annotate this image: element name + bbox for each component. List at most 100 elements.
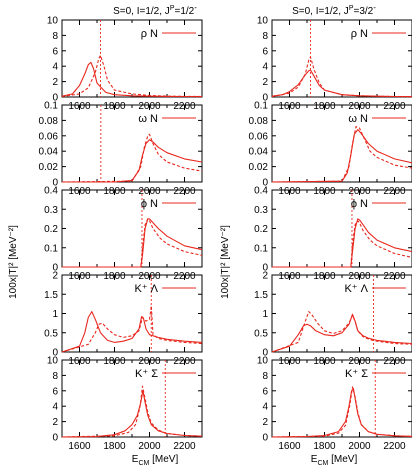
panel-KSigma-3/2: 0 2 4 6 8 10 1600 1800 2000 2200 K⁺ Σ (257, 356, 412, 452)
y-tick-label: 8 (262, 371, 268, 382)
legend-label: ω N (138, 113, 158, 125)
series-dashed (61, 305, 203, 353)
x-axis-label-right: ECM [MeV] (311, 454, 358, 467)
y-tick-label: 0 (262, 263, 268, 274)
x-axis-label-left: ECM [MeV] (132, 454, 179, 467)
legend-label: K⁺ Σ (135, 368, 158, 380)
y-tick-label: 0 (52, 348, 58, 359)
y-tick-label: 0.02 (249, 162, 269, 173)
y-tick-label: 0.1 (254, 243, 268, 254)
series-solid (62, 218, 203, 268)
y-tick-label: 6 (262, 46, 268, 57)
series-dashed (271, 56, 412, 98)
y-tick-label: 0.1 (44, 101, 58, 112)
y-tick-label: 0.1 (44, 243, 58, 254)
y-tick-label: 10 (47, 356, 59, 367)
y-tick-label: 2 (52, 271, 58, 282)
y-tick-label: 0.3 (44, 205, 58, 216)
y-tick-label: 0 (262, 433, 268, 444)
y-tick-label: 0 (262, 348, 268, 359)
plot-frame (271, 104, 412, 183)
y-tick-label: 0 (52, 178, 58, 189)
y-tick-label: 6 (52, 46, 58, 57)
plot-frame (61, 19, 203, 98)
legend-label: ρ N (351, 28, 368, 40)
y-tick-label: 2 (262, 77, 268, 88)
y-tick-label: 0.2 (44, 224, 58, 235)
plot-frame (271, 189, 412, 268)
title-left-sup2: - (194, 3, 197, 12)
series-dashed (61, 133, 203, 183)
y-tick-label: 0.5 (44, 328, 58, 339)
plot-frame (61, 189, 203, 268)
x-tick-label: 2000 (348, 441, 371, 452)
x-axis-label-right-unit: [MeV] (328, 454, 357, 465)
y-tick-label: 1 (52, 309, 58, 320)
x-axis-label-left-main: E (132, 454, 139, 465)
y-tick-label: 0 (52, 433, 58, 444)
legend-label: K⁺ Λ (344, 283, 368, 295)
y-tick-label: 1 (262, 309, 268, 320)
plot-frame (271, 19, 412, 98)
y-tick-label: 0 (52, 93, 58, 104)
x-axis-label-right-main: E (311, 454, 318, 465)
x-axis-label-left-unit: [MeV] (149, 454, 178, 465)
series-dashed (61, 54, 203, 98)
x-tick-label: 1600 (278, 441, 301, 452)
y-tick-label: 0.4 (44, 186, 58, 197)
plot-frame (61, 359, 203, 438)
y-tick-label: 0.4 (254, 186, 268, 197)
y-tick-label: 0.04 (39, 147, 59, 158)
column-title-left: S=0, I=1/2, JP=1/2- (113, 3, 197, 17)
series-dashed (271, 386, 412, 438)
x-tick-label: 1800 (313, 441, 336, 452)
series-solid (61, 61, 203, 98)
series-solid (271, 129, 412, 183)
y-tick-label: 0.08 (249, 116, 269, 127)
legend-label: K⁺ Λ (134, 283, 158, 295)
y-tick-label: 0.5 (254, 328, 268, 339)
y-axis-label-left: 100x|T|² [MeV⁻²] (8, 225, 19, 299)
y-tick-label: 0.3 (254, 205, 268, 216)
legend-label: ϕ N (141, 198, 158, 210)
y-tick-label: 6 (52, 386, 58, 397)
x-tick-label: 1800 (103, 441, 126, 452)
x-tick-label: 2000 (138, 441, 161, 452)
y-tick-label: 0 (262, 93, 268, 104)
y-tick-label: 10 (257, 356, 269, 367)
y-tick-label: 1.5 (254, 290, 268, 301)
legend-label: ω N (348, 113, 368, 125)
y-tick-label: 4 (262, 62, 268, 73)
y-tick-label: 8 (52, 31, 58, 42)
x-axis-label-left-sub: CM (138, 460, 149, 467)
series-solid (271, 69, 412, 98)
y-tick-label: 0.2 (254, 224, 268, 235)
x-tick-label: 2200 (173, 441, 196, 452)
x-tick-label: 2200 (383, 441, 406, 452)
y-tick-label: 2 (262, 271, 268, 282)
y-tick-label: 4 (262, 402, 268, 413)
series-dashed (272, 220, 412, 268)
y-tick-label: 8 (262, 31, 268, 42)
series-dashed (271, 311, 412, 353)
series-solid (272, 218, 412, 268)
y-tick-label: 0.02 (39, 162, 59, 173)
y-tick-label: 0.04 (249, 147, 269, 158)
x-tick-label: 1600 (68, 441, 91, 452)
legend-label: K⁺ Σ (345, 368, 368, 380)
series-solid (62, 139, 203, 183)
y-tick-label: 0.08 (39, 116, 59, 127)
plot-frame (61, 104, 203, 183)
x-axis-label-right-sub: CM (317, 460, 328, 467)
y-tick-label: 0 (262, 178, 268, 189)
y-tick-label: 2 (52, 417, 58, 428)
